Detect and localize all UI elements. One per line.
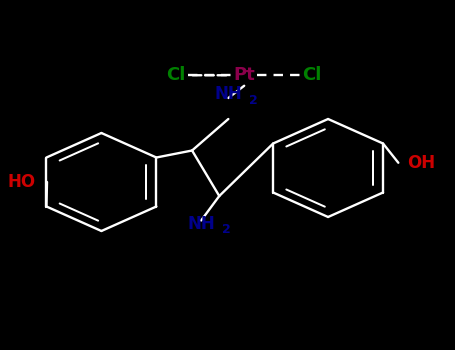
Text: 2: 2: [249, 94, 258, 107]
Text: NH: NH: [187, 215, 215, 233]
Text: Cl: Cl: [167, 66, 186, 84]
Text: HO: HO: [8, 173, 35, 191]
Text: NH: NH: [214, 85, 242, 103]
Text: 2: 2: [222, 223, 230, 236]
Text: OH: OH: [407, 154, 435, 172]
Text: Pt: Pt: [233, 66, 255, 84]
Text: Cl: Cl: [303, 66, 322, 84]
